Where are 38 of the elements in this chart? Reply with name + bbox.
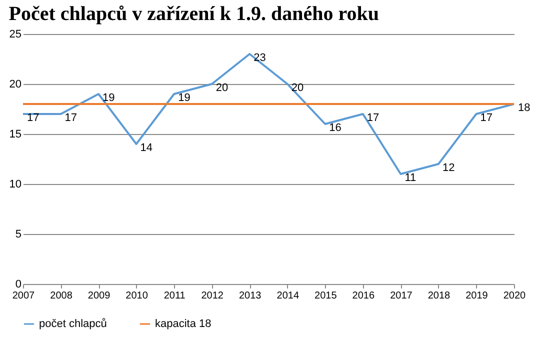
data-label: 23: [254, 52, 266, 64]
data-label: 14: [140, 142, 153, 154]
data-label: 17: [480, 112, 492, 124]
data-label: 19: [102, 92, 115, 104]
x-tick-label: 2016: [352, 290, 375, 302]
x-tick-label: 2009: [88, 290, 111, 302]
data-label: 20: [291, 82, 304, 94]
y-tick-label: 25: [9, 28, 22, 40]
x-tick-label: 2014: [276, 290, 300, 302]
legend-label: kapacita 18: [155, 318, 212, 330]
data-label: 20: [216, 82, 228, 94]
legend-label: počet chlapců: [39, 318, 107, 330]
x-tick-label: 2017: [390, 290, 413, 302]
data-label: 19: [178, 92, 190, 104]
data-label: 17: [64, 112, 78, 124]
data-label: 17: [27, 112, 40, 124]
x-tick-label: 2018: [428, 290, 451, 302]
x-tick-label: 2012: [201, 290, 224, 302]
data-label: 17: [366, 112, 380, 124]
y-tick-label: 5: [15, 228, 22, 240]
x-tick-label: 2013: [238, 290, 262, 302]
y-tick-label: 15: [9, 128, 22, 140]
y-tick-label: 0: [15, 278, 22, 290]
chart-title: Počet chlapců v zařízení k 1.9. daného roku: [8, 3, 379, 25]
y-tick-label: 20: [9, 78, 22, 90]
x-tick-label: 2020: [503, 290, 526, 302]
data-label: 18: [518, 102, 530, 114]
line-series: [22, 53, 515, 175]
x-tick-label: 2015: [314, 290, 338, 302]
data-label: 12: [442, 162, 455, 174]
data-label: 16: [329, 122, 342, 134]
data-label: 11: [404, 172, 416, 184]
x-tick-label: 2019: [466, 290, 488, 302]
y-tick-label: 10: [9, 178, 22, 190]
x-tick-label: 2008: [50, 290, 73, 302]
x-tick-label: 2011: [164, 290, 186, 302]
x-tick-label: 2010: [126, 290, 148, 302]
x-tick-label: 2007: [12, 290, 36, 302]
